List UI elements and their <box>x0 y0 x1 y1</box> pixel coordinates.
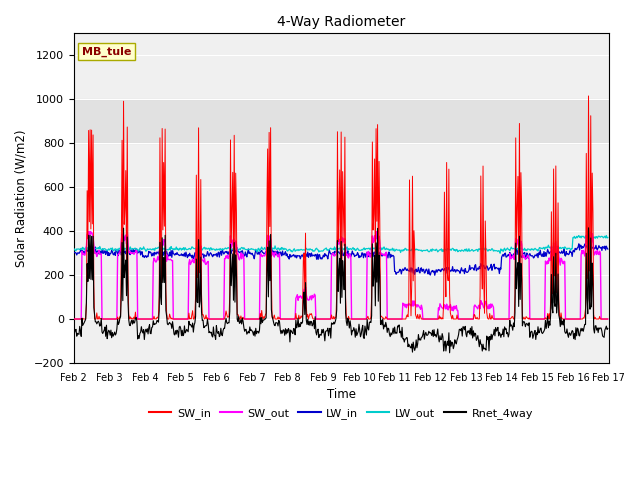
Line: SW_out: SW_out <box>74 231 608 319</box>
Line: LW_in: LW_in <box>74 244 608 275</box>
LW_in <box>70 250 77 255</box>
Rnet_4way <box>70 332 77 338</box>
LW_out <box>217 247 225 252</box>
Legend: SW_in, SW_out, LW_in, LW_out, Rnet_4way: SW_in, SW_out, LW_in, LW_out, Rnet_4way <box>145 404 538 423</box>
LW_out <box>79 246 87 252</box>
SW_out <box>189 259 197 265</box>
LW_out <box>496 251 504 256</box>
SW_out <box>406 302 414 308</box>
LW_in <box>134 248 142 254</box>
SW_out <box>135 316 143 322</box>
Rnet_4way <box>406 343 413 348</box>
SW_out <box>86 228 94 234</box>
Line: Rnet_4way: Rnet_4way <box>74 228 608 353</box>
LW_out <box>586 232 593 238</box>
Text: MB_tule: MB_tule <box>82 47 131 57</box>
LW_in <box>406 268 413 274</box>
LW_in <box>431 272 438 278</box>
Rnet_4way <box>189 320 196 326</box>
SW_in <box>585 93 593 99</box>
LW_out <box>70 247 77 252</box>
SW_in <box>134 316 142 322</box>
SW_in <box>604 316 612 322</box>
SW_in <box>421 316 429 322</box>
Rnet_4way <box>446 350 454 356</box>
SW_in <box>189 308 196 313</box>
X-axis label: Time: Time <box>326 388 356 401</box>
LW_out <box>189 244 196 250</box>
SW_in <box>217 316 225 322</box>
LW_in <box>79 249 87 254</box>
Bar <box>74 99 609 143</box>
SW_out <box>79 251 87 256</box>
LW_out <box>604 235 612 240</box>
LW_in <box>421 270 429 276</box>
Title: 4-Way Radiometer: 4-Way Radiometer <box>277 15 405 29</box>
SW_out <box>70 316 77 322</box>
LW_in <box>575 241 582 247</box>
Rnet_4way <box>134 333 142 338</box>
SW_out <box>422 316 429 322</box>
Rnet_4way <box>79 321 87 327</box>
LW_out <box>134 248 142 254</box>
Line: SW_in: SW_in <box>74 96 608 319</box>
Rnet_4way <box>604 325 612 331</box>
Line: LW_out: LW_out <box>74 235 608 253</box>
LW_in <box>189 252 196 258</box>
Rnet_4way <box>217 325 225 331</box>
SW_out <box>604 316 612 322</box>
SW_in <box>406 177 413 183</box>
LW_in <box>604 246 612 252</box>
SW_out <box>218 316 225 322</box>
Rnet_4way <box>421 331 429 337</box>
SW_in <box>79 316 87 322</box>
LW_in <box>217 248 225 254</box>
LW_out <box>421 248 429 253</box>
SW_in <box>70 316 77 322</box>
Y-axis label: Solar Radiation (W/m2): Solar Radiation (W/m2) <box>15 129 28 267</box>
Rnet_4way <box>585 225 593 231</box>
LW_out <box>406 247 413 252</box>
